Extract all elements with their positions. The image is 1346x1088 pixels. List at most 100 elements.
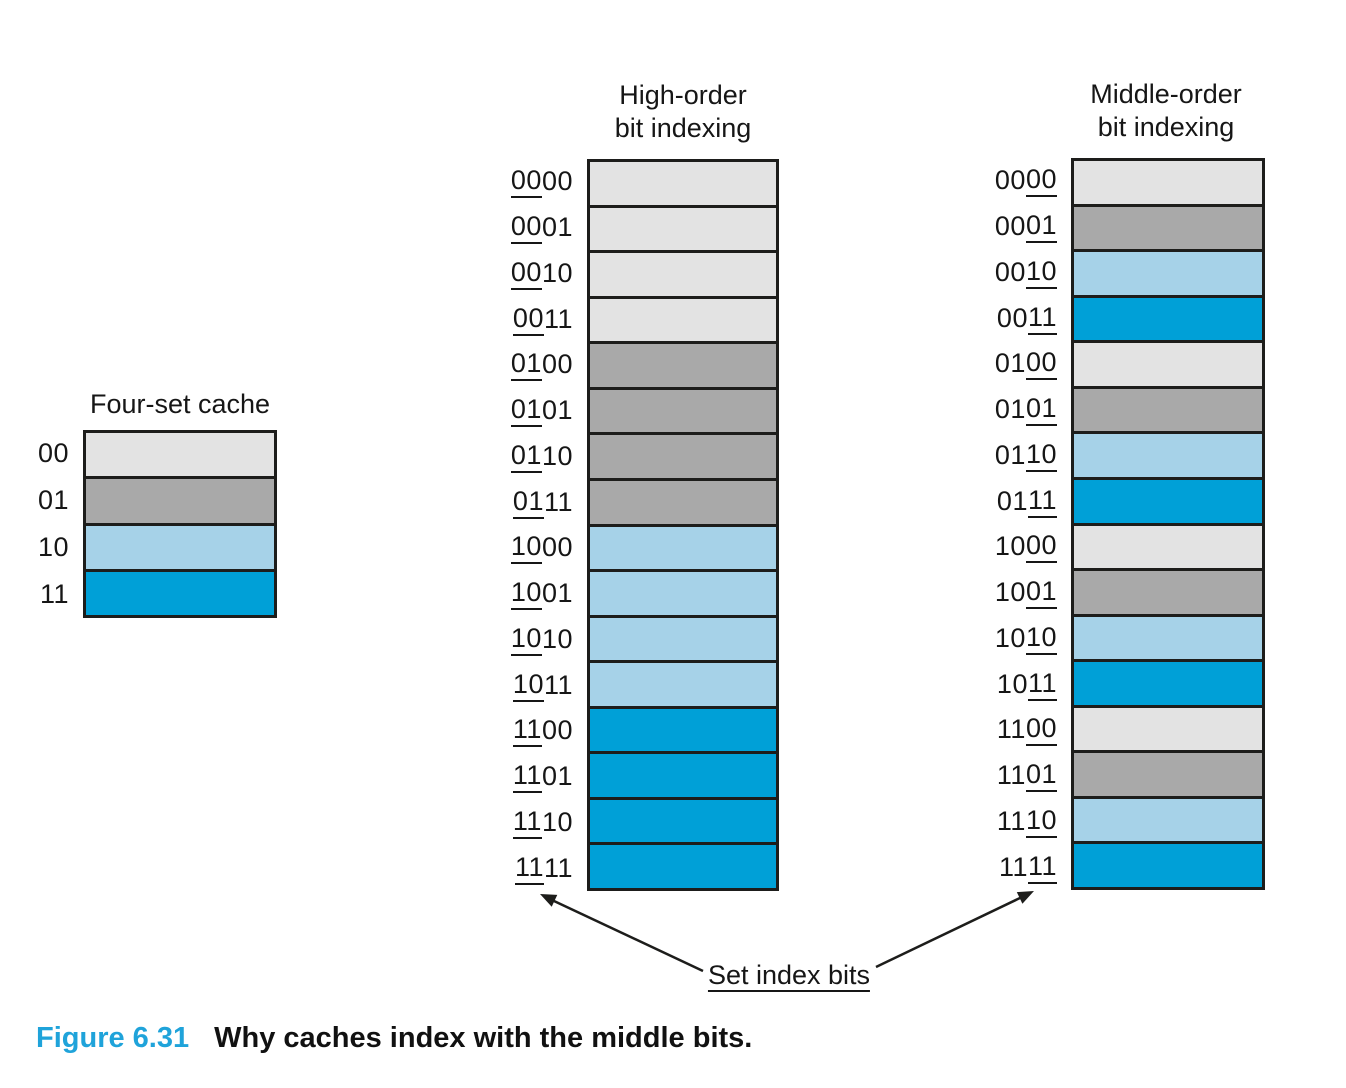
underlined-set-bits: 00 [512,303,544,336]
address-label: 00 01 [483,205,573,251]
cache-set-cell [1074,385,1262,432]
cache-set-cell [590,569,776,615]
cache-set-cell [1074,750,1262,796]
address-label: 10 11 [967,661,1057,707]
address-label: 00 [27,430,69,477]
underlined-set-bits: 10 [510,531,542,565]
address-label: 00 10 [483,251,573,297]
address-label: 01 [27,477,69,524]
underlined-set-bits: 00 [510,165,542,199]
figure-caption-text: Why caches index with the middle bits. [214,1022,753,1054]
plain-bits: 10 [994,622,1026,653]
address-label: 01 11 [967,478,1057,524]
underlined-set-bits: 10 [512,669,544,702]
cache-set-cell [590,477,776,524]
four-set-cache-box [83,430,277,618]
plain-bits: 11 [998,851,1028,882]
underlined-set-bits: 01 [1025,759,1057,793]
middle-order-column: 00 00 00 01 00 10 00 11 01 00 01 01 01 10 01 11 10 00 10 01… [967,158,1265,890]
address-label: 11 00 [967,707,1057,753]
plain-bits: 00 [541,166,573,197]
underlined-set-bits: 11 [1027,302,1057,335]
underlined-set-bits: 01 [512,486,544,519]
cache-set-cell [1074,340,1262,386]
four-set-cache-title: Four-set cache [89,389,271,419]
cache-set-cell [590,614,776,661]
underlined-set-bits: 10 [1025,256,1057,289]
plain-bits: 01 [994,439,1026,470]
underlined-set-bits: 01 [1025,210,1057,244]
four-set-cache-column: 00 01 10 11 [27,430,277,618]
plain-bits: 00 [541,532,573,563]
address-label: 11 00 [483,708,573,754]
underlined-set-bits: 01 [1025,576,1057,610]
plain-bits: 00 [541,349,573,380]
cache-set-cell [590,341,776,387]
address-label: 00 00 [967,158,1057,204]
plain-bits: 10 [37,532,69,562]
high-order-header: High-order bit indexing [557,79,809,145]
high-order-header-line2: bit indexing [614,113,752,143]
cache-set-cell [590,842,776,888]
plain-bits: 00 [994,165,1026,196]
cache-set-cell [86,433,274,477]
underlined-set-bits: 00 [1025,164,1057,198]
address-label: 11 01 [967,753,1057,799]
plain-bits: 01 [37,485,69,515]
arrow-line-right [875,896,1021,969]
plain-bits: 11 [39,579,69,609]
underlined-set-bits: 11 [514,852,544,885]
plain-bits: 00 [37,438,69,468]
address-label: 10 [27,524,69,571]
underlined-set-bits: 10 [1025,622,1057,655]
address-label: 10 01 [967,570,1057,616]
arrow-head-right-icon [1016,891,1034,904]
middle-order-header: Middle-order bit indexing [1040,78,1292,144]
address-label: 01 11 [483,479,573,525]
cache-set-cell [1074,249,1262,295]
cache-set-cell [1074,568,1262,614]
plain-bits: 01 [541,578,573,609]
plain-bits: 00 [994,211,1026,242]
cache-set-cell [590,660,776,706]
address-label: 11 11 [483,845,573,891]
underlined-set-bits: 00 [510,211,542,245]
figure-caption: Figure 6.31 Why caches index with the mid… [36,1022,752,1055]
cache-set-cell [1074,294,1262,341]
plain-bits: 00 [996,302,1028,333]
cache-set-cell [590,523,776,570]
high-order-header-line1: High-order [619,80,747,110]
underlined-set-bits: 10 [510,623,542,656]
middle-order-box [1071,158,1265,890]
cache-set-cell [1074,704,1262,751]
set-index-bits-label: Set index bits [707,960,871,992]
underlined-set-bits: 10 [1025,805,1057,838]
underlined-set-bits: 11 [1027,668,1057,701]
underlined-set-bits: 00 [1025,713,1057,747]
plain-bits: 10 [994,577,1026,608]
cache-set-cell [1074,431,1262,477]
high-order-labels: 00 00 00 01 00 10 00 11 01 00 01 01 01 10 01 11 10 00 10 01… [483,159,573,891]
figure-number: Figure 6.31 [36,1022,190,1054]
address-label: 11 01 [483,754,573,800]
four-set-cache-labels: 00 01 10 11 [27,430,69,618]
underlined-set-bits: 00 [510,257,542,290]
plain-bits: 11 [996,760,1026,791]
address-label: 10 00 [967,524,1057,570]
plain-bits: 11 [543,852,573,883]
plain-bits: 10 [994,531,1026,562]
address-label: 01 10 [483,434,573,480]
cache-set-cell [1074,795,1262,842]
plain-bits: 01 [541,761,573,792]
cache-set-cell [590,162,776,205]
address-label: 11 10 [967,799,1057,845]
cache-set-cell [1074,841,1262,887]
cache-set-cell [1074,476,1262,523]
middle-order-header-line2: bit indexing [1097,112,1235,142]
cache-set-cell [1074,522,1262,569]
cache-set-cell [590,432,776,478]
cache-set-cell [86,522,274,569]
address-label: 01 00 [967,341,1057,387]
cache-set-cell [590,751,776,797]
